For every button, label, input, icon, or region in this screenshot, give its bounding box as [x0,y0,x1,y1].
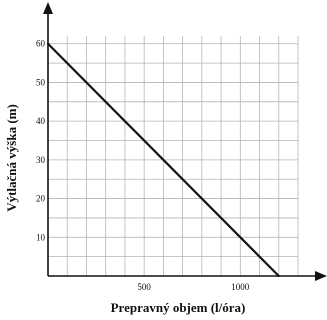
y-tick-label: 60 [36,39,46,49]
y-axis-label: Výtlačná výška (m) [4,104,19,212]
x-tick-label: 1000 [231,282,250,292]
y-axis-arrow-icon [43,2,53,14]
y-tick-label: 50 [36,77,46,87]
y-tick-label: 10 [36,232,46,242]
y-tick-label: 30 [36,155,46,165]
y-tick-label: 20 [36,194,46,204]
y-tick-label: 40 [36,116,46,126]
series [46,42,280,278]
tick-labels: 500 1000 10 20 30 40 50 60 [36,39,250,292]
x-tick-label: 500 [137,282,151,292]
axes [43,2,327,281]
series-line [46,42,280,278]
grid [48,36,299,276]
x-axis-label: Prepravný objem (l/óra) [111,300,246,315]
x-axis-arrow-icon [315,271,327,281]
